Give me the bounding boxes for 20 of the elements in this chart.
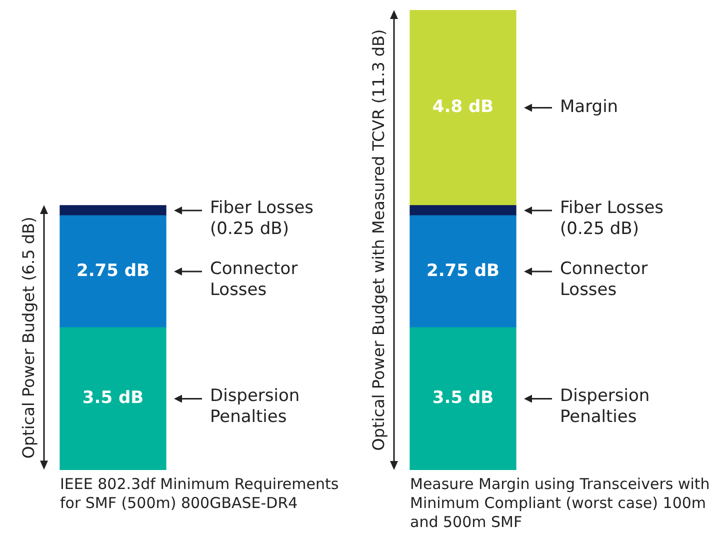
text: Fiber Losses (0.25 dB) — [210, 198, 314, 239]
text: Connector Losses — [210, 258, 298, 300]
bar — [410, 327, 516, 470]
y-axis-title: Optical Power Budget (6.5 dB) — [19, 216, 38, 459]
text: Fiber Losses (0.25 dB) — [560, 198, 664, 239]
data-label: 3.5 dB — [82, 388, 144, 408]
bar — [410, 10, 516, 206]
text: Margin — [560, 97, 618, 118]
text: Dispersion Penalties — [560, 386, 650, 428]
text: Connector Losses — [560, 258, 648, 300]
data-label: 4.8 dB — [432, 97, 494, 118]
bar — [410, 215, 516, 328]
data-label: 2.75 dB — [76, 260, 150, 281]
text: Measure Margin using Transceivers with Minimum Compliant (worst case) 100m and 500m SMF — [410, 475, 710, 532]
y-axis-title: Optical Power Budget with Measured TCVR (11.3 dB) — [369, 29, 388, 451]
data-label: 2.75 dB — [426, 260, 500, 281]
data-label: 3.5 dB — [432, 388, 494, 408]
bar — [410, 205, 516, 216]
text: IEEE 802.3df Minimum Requirements for SMF (500m) 800GBASE-DR4 — [60, 475, 340, 513]
text: Dispersion Penalties — [210, 386, 300, 428]
